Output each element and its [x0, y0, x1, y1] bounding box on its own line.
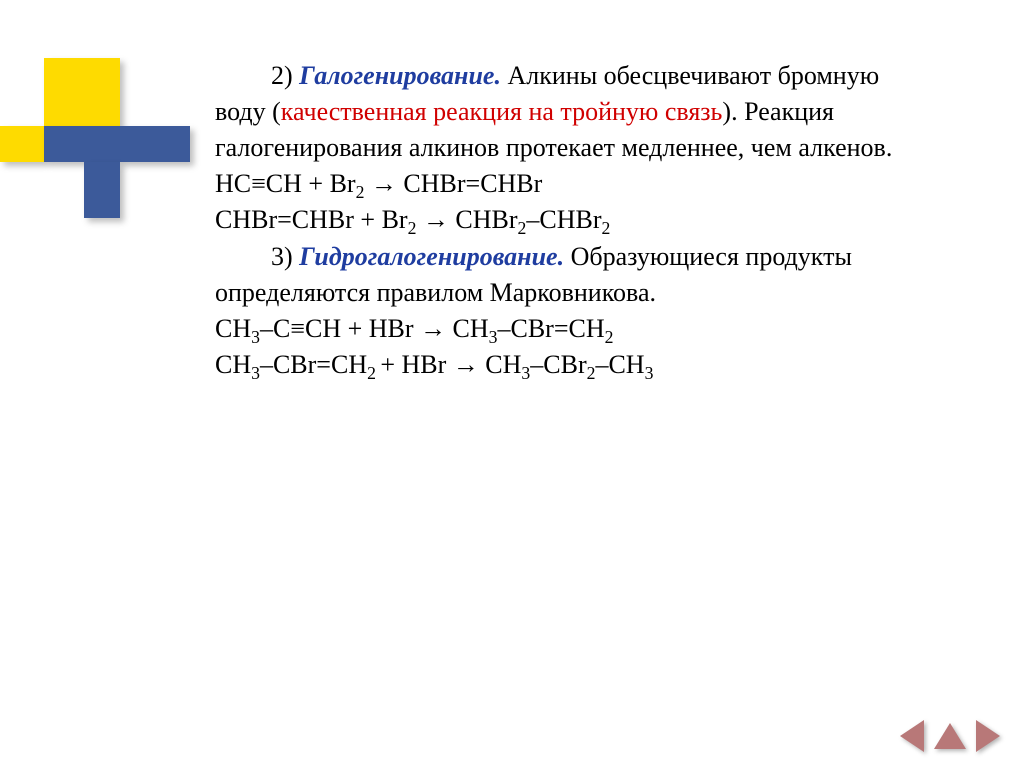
- next-slide-button[interactable]: [976, 720, 1000, 752]
- section-2-text: 2) Галогенирование. Алкины обесцвечивают…: [215, 58, 935, 166]
- section-3-equation-2: CH3–CBr=CH2 + HBr → CH3–CBr2–CH3: [215, 347, 935, 383]
- section-2-red: качественная реакция на тройную связь: [281, 97, 723, 126]
- section-3-equation-1: CH3–C≡CH + HBr → CH3–CBr=CH2: [215, 311, 935, 347]
- section-3-text: 3) Гидрогалогенирование. Образующиеся пр…: [215, 239, 935, 311]
- section-3-number: 3): [271, 242, 299, 271]
- corner-decoration: [0, 58, 190, 208]
- section-2-number: 2): [271, 61, 299, 90]
- slide-nav: [900, 720, 1000, 752]
- section-2-title: Галогенирование.: [299, 61, 501, 90]
- section-3-title: Гидрогалогенирование.: [299, 242, 564, 271]
- section-2-equation-1: HC≡CH + Br2 → CHBr=CHBr: [215, 166, 935, 202]
- prev-slide-button[interactable]: [900, 720, 924, 752]
- home-slide-button[interactable]: [934, 723, 966, 749]
- slide-body: 2) Галогенирование. Алкины обесцвечивают…: [215, 58, 935, 383]
- section-2-equation-2: CHBr=CHBr + Br2 → CHBr2–CHBr2: [215, 202, 935, 238]
